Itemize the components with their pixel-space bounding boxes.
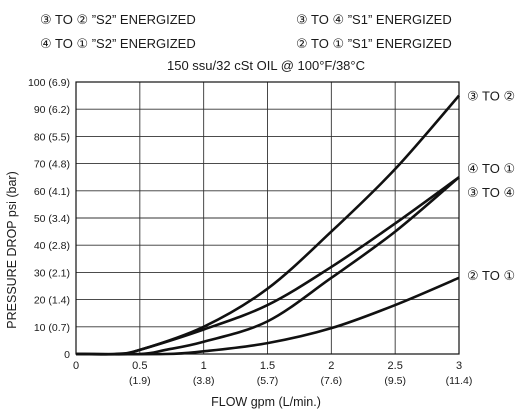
x-tick-label: 0.5 xyxy=(132,360,147,372)
x-tick-label: 1 xyxy=(201,360,207,372)
y-axis-label: PRESSURE DROP psi (bar) xyxy=(5,171,19,328)
x-tick-sublabel: (11.4) xyxy=(446,375,473,387)
y-tick-label: 10 (0.7) xyxy=(34,322,70,334)
x-tick-label: 2 xyxy=(328,360,334,372)
series-line xyxy=(75,276,460,356)
legend-entry-3-to-2: ③ TO ② ”S2” ENERGIZED xyxy=(40,12,196,27)
y-tick-label: 40 (2.8) xyxy=(34,240,70,252)
x-axis-label: FLOW gpm (L/min.) xyxy=(211,395,321,409)
series-lines xyxy=(75,94,460,356)
grid xyxy=(75,81,460,355)
chart-title: 150 ssu/32 cSt OIL @ 100°F/38°C xyxy=(167,58,365,73)
y-tick-label: 30 (2.1) xyxy=(34,267,70,279)
y-tick-label: 0 xyxy=(64,349,70,361)
series-label: ③ TO ④ xyxy=(467,185,515,200)
legend-entry-2-to-1: ② TO ① ”S1” ENERGIZED xyxy=(296,36,452,51)
y-tick-label: 60 (4.1) xyxy=(34,186,70,198)
series-labels: ③ TO ② ④ TO ① ③ TO ④ ② TO ① xyxy=(467,89,515,283)
x-tick-label: 1.5 xyxy=(260,360,275,372)
x-tick-sublabel: (7.6) xyxy=(321,375,343,387)
legend-entry-4-to-1: ④ TO ① ”S2” ENERGIZED xyxy=(40,36,196,51)
x-tick-sublabel: (5.7) xyxy=(257,375,279,387)
x-tick-label: 3 xyxy=(456,360,462,372)
y-axis-ticks: 0 10 (0.7) 20 (1.4) 30 (2.1) 40 (2.8) 50 (3.4… xyxy=(28,77,70,361)
y-tick-label: 50 (3.4) xyxy=(34,213,70,225)
series-label: ④ TO ① xyxy=(467,161,515,176)
x-tick-sublabel: (3.8) xyxy=(193,375,215,387)
x-tick-sublabel: (1.9) xyxy=(129,375,151,387)
legend-entry-3-to-4: ③ TO ④ ”S1” ENERGIZED xyxy=(296,12,452,27)
series-label: ② TO ① xyxy=(467,268,515,283)
y-tick-label: 100 (6.9) xyxy=(28,77,70,89)
y-tick-label: 80 (5.5) xyxy=(34,131,70,143)
x-tick-label: 0 xyxy=(73,360,79,372)
x-tick-sublabel: (9.5) xyxy=(384,375,406,387)
y-tick-label: 70 (4.8) xyxy=(34,159,70,171)
x-axis-ticks: 0 0.5 (1.9) 1 (3.8) 1.5 (5.7) 2 (7.6) 2.5 (9.5) 3 (1… xyxy=(73,360,472,387)
legend-header: ③ TO ② ”S2” ENERGIZED ③ TO ④ ”S1” ENERGI… xyxy=(40,12,452,51)
series-label: ③ TO ② xyxy=(467,89,515,104)
y-tick-label: 90 (6.2) xyxy=(34,104,70,116)
y-tick-label: 20 (1.4) xyxy=(34,295,70,307)
x-tick-label: 2.5 xyxy=(388,360,403,372)
plot-frame xyxy=(75,81,460,355)
